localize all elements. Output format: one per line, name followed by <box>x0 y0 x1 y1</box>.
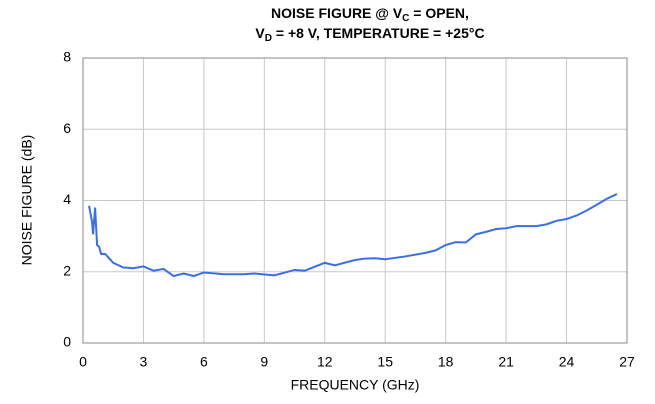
plot-frame <box>82 57 628 344</box>
x-tick-label: 0 <box>79 354 87 370</box>
title-subscript: C <box>402 13 409 24</box>
y-tick-label: 6 <box>63 120 71 136</box>
title-part: = +8 V, TEMPERATURE = +25°C <box>272 25 485 41</box>
x-tick-label: 15 <box>377 354 393 370</box>
x-tick-label: 9 <box>260 354 268 370</box>
y-tick-label: 4 <box>63 191 71 207</box>
title-part: NOISE FIGURE @ V <box>271 5 403 21</box>
x-tick-label: 27 <box>619 354 635 370</box>
x-tick-label: 3 <box>140 354 148 370</box>
x-axis-label: FREQUENCY (GHz) <box>291 377 420 393</box>
chart-title: NOISE FIGURE @ VC = OPEN, <box>271 5 469 24</box>
title-part: V <box>255 25 265 41</box>
y-tick-label: 0 <box>63 334 71 350</box>
chart-title: VD = +8 V, TEMPERATURE = +25°C <box>255 25 484 44</box>
title-subscript: D <box>265 33 272 44</box>
title-part: = OPEN, <box>409 5 469 21</box>
x-tick-label: 24 <box>559 354 575 370</box>
line <box>88 193 618 278</box>
y-tick-label: 8 <box>63 49 71 65</box>
x-tick-label: 12 <box>317 354 333 370</box>
x-tick-label: 18 <box>438 354 454 370</box>
y-axis-label: NOISE FIGURE (dB) <box>19 135 35 266</box>
y-tick-label: 2 <box>63 262 71 278</box>
x-tick-label: 6 <box>200 354 208 370</box>
x-tick-label: 21 <box>498 354 514 370</box>
